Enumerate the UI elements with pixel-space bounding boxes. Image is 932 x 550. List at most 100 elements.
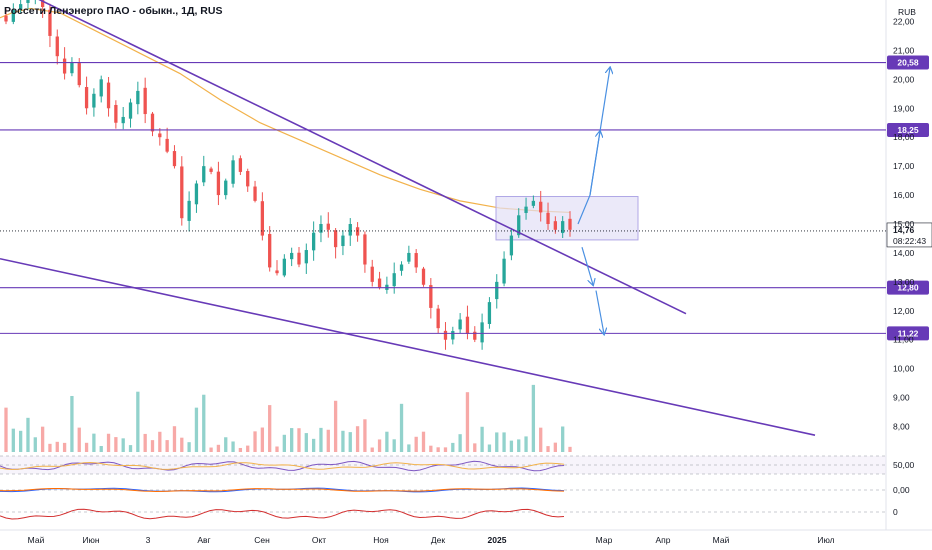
volume-bar bbox=[180, 437, 184, 452]
candle-body bbox=[4, 15, 8, 22]
candle-body bbox=[40, 0, 45, 8]
volume-bar bbox=[480, 426, 484, 452]
volume-bars bbox=[4, 384, 572, 452]
time-tick-label: Мар bbox=[596, 535, 613, 545]
volume-bar bbox=[77, 427, 81, 452]
volume-bar bbox=[363, 419, 367, 452]
volume-bar bbox=[487, 444, 492, 452]
volume-bar bbox=[539, 427, 543, 452]
candle-body bbox=[304, 250, 308, 264]
candle-body bbox=[253, 186, 257, 201]
price-tick-label: 15,00 bbox=[893, 219, 915, 229]
indicator-axis-label: 0,00 bbox=[893, 485, 910, 495]
candle-body bbox=[436, 308, 440, 329]
volume-bar bbox=[19, 430, 23, 452]
candle-body bbox=[62, 58, 67, 74]
candle-body bbox=[158, 133, 162, 138]
volume-bar bbox=[99, 446, 103, 452]
trendline[interactable] bbox=[0, 0, 687, 315]
volume-bar bbox=[502, 432, 506, 452]
volume-bar bbox=[114, 437, 118, 452]
volume-bar bbox=[216, 444, 221, 452]
candle-body bbox=[451, 331, 455, 340]
candle-body bbox=[114, 104, 118, 123]
candle-body bbox=[370, 266, 374, 282]
time-tick-label: Ноя bbox=[373, 535, 389, 545]
trendline[interactable] bbox=[0, 257, 816, 436]
candle-body bbox=[48, 9, 52, 36]
projection-arrow[interactable] bbox=[595, 290, 604, 334]
rsi-signal-line bbox=[0, 461, 565, 471]
candle-body bbox=[495, 281, 499, 300]
projection-arrow[interactable] bbox=[581, 246, 593, 285]
candle-body bbox=[458, 319, 462, 330]
candle-body bbox=[392, 273, 396, 287]
volume-bar bbox=[26, 417, 30, 452]
candle-body bbox=[531, 200, 536, 206]
candle-body bbox=[509, 235, 514, 256]
time-tick-label: Окт bbox=[312, 535, 326, 545]
level-price-tag bbox=[887, 326, 929, 341]
candle-body bbox=[231, 160, 235, 184]
volume-bar bbox=[392, 439, 396, 452]
volume-bar bbox=[421, 431, 426, 452]
candle-body bbox=[553, 221, 557, 230]
volume-bar bbox=[546, 446, 550, 452]
price-tick-label: 8,00 bbox=[893, 422, 910, 432]
volume-bar bbox=[40, 426, 45, 452]
projection-arrow[interactable] bbox=[589, 68, 610, 196]
volume-bar bbox=[70, 395, 74, 452]
candle-body bbox=[92, 93, 96, 108]
indicator-axis-label: 50,00 bbox=[893, 460, 915, 470]
volume-bar bbox=[246, 445, 250, 452]
candle-body bbox=[180, 166, 184, 219]
volume-bar bbox=[458, 434, 462, 452]
volume-bar bbox=[311, 438, 316, 452]
time-tick-label: Май bbox=[713, 535, 730, 545]
candle-body bbox=[326, 223, 330, 230]
candle-body bbox=[224, 180, 228, 196]
price-tick-label: 10,00 bbox=[893, 364, 915, 374]
volume-bar bbox=[275, 446, 279, 452]
candle-body bbox=[348, 224, 352, 236]
volume-bar bbox=[553, 442, 557, 452]
volume-bar bbox=[377, 439, 382, 452]
time-tick-label: Авг bbox=[197, 535, 210, 545]
time-axis[interactable]: Май Июн 3 Авг Сен Окт Ноя Дек 2025 Мар Апр Май Июл bbox=[28, 535, 835, 545]
volume-bar bbox=[260, 427, 265, 452]
volume-bar bbox=[319, 427, 323, 452]
volume-bar bbox=[84, 442, 89, 452]
candle-body bbox=[172, 151, 177, 167]
candle-body bbox=[443, 330, 448, 340]
candle-body bbox=[568, 218, 572, 230]
volume-bar bbox=[172, 426, 177, 452]
time-tick-label: Июл bbox=[817, 535, 834, 545]
current-price-label: 14,76 bbox=[893, 225, 915, 235]
volume-bar bbox=[370, 447, 374, 452]
candle-body bbox=[319, 224, 323, 233]
price-axis[interactable]: 22,00 21,00 20,00 19,00 18,00 17,00 16,00 15,00… bbox=[893, 16, 915, 431]
volume-bar bbox=[209, 447, 213, 452]
volume-bar bbox=[150, 440, 155, 452]
price-tick-label: 22,00 bbox=[893, 16, 915, 26]
volume-bar bbox=[143, 433, 147, 452]
volume-bar bbox=[451, 442, 455, 452]
candle-body bbox=[502, 258, 506, 284]
level-price-tag bbox=[887, 55, 929, 70]
volume-bar bbox=[495, 432, 499, 452]
candle-body bbox=[70, 61, 74, 74]
volume-bar bbox=[333, 400, 338, 452]
price-tick-label: 17,00 bbox=[893, 161, 915, 171]
volume-bar bbox=[11, 428, 15, 452]
projection-arrows[interactable] bbox=[577, 68, 610, 334]
osc-line bbox=[0, 508, 565, 520]
volume-bar bbox=[348, 432, 352, 452]
trendlines[interactable] bbox=[0, 0, 816, 436]
currency-label: RUB bbox=[898, 7, 916, 17]
candle-body bbox=[311, 232, 316, 251]
volume-bar bbox=[561, 426, 565, 452]
level-price-label: 20,58 bbox=[897, 58, 919, 68]
candle-body bbox=[19, 4, 23, 10]
